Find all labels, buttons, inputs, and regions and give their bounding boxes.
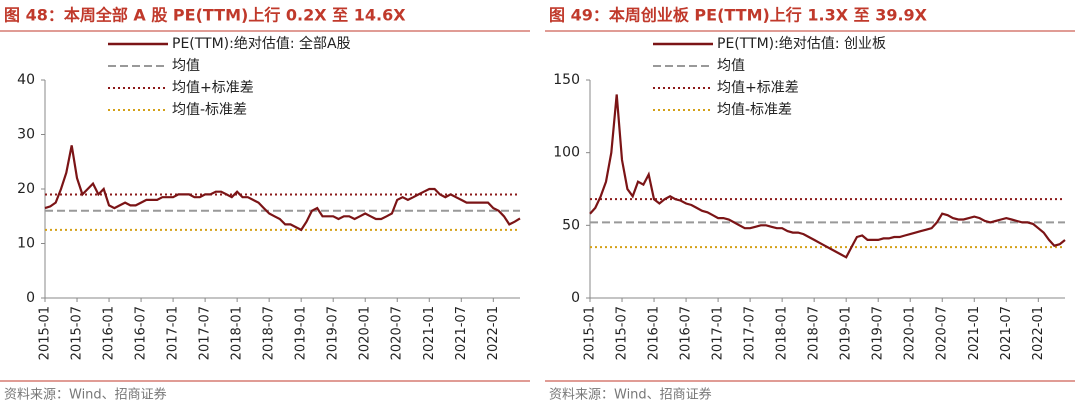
x-tick-label: 2019-07 [326,306,341,360]
series-line [44,145,521,232]
series-line [589,94,1066,259]
x-tick-label: 2015-07 [70,306,85,360]
legend-label: 均值-标准差 [717,102,792,118]
x-tick-label: 2020-01 [903,306,918,360]
x-tick-label: 2016-01 [102,306,117,360]
y-tick-label: 150 [553,72,580,88]
legend-label: 均值 [717,58,745,74]
x-tick-label: 2020-07 [390,306,405,360]
legend-label: PE(TTM):绝对估值: 创业板 [717,36,886,52]
x-tick-label: 2022-01 [1031,306,1046,360]
legend-label: PE(TTM):绝对估值: 全部A股 [172,35,351,52]
x-tick-label: 2019-01 [839,306,854,360]
y-tick-label: 20 [17,181,35,197]
x-tick-label: 2017-01 [166,306,181,360]
y-tick-label: 10 [17,236,35,252]
x-tick-label: 2015-01 [38,306,53,360]
legend-label: 均值 [172,58,200,74]
y-tick-label: 50 [562,217,580,233]
x-tick-label: 2021-01 [967,306,982,360]
x-tick-label: 2021-01 [422,306,437,360]
legend-label: 均值-标准差 [172,102,247,118]
source-note: 资料来源：Wind、招商证券 [4,387,167,403]
y-tick-label: 0 [26,290,35,306]
x-tick-label: 2021-07 [999,306,1014,360]
x-tick-label: 2016-01 [647,306,662,360]
y-tick-label: 40 [17,72,35,88]
chart-title: 图 48：本周全部 A 股 PE(TTM)上行 0.2X 至 14.6X [4,6,406,25]
x-tick-label: 2018-01 [230,306,245,360]
source-note: 资料来源：Wind、招商证券 [549,387,712,403]
x-tick-label: 2016-07 [679,306,694,360]
y-tick-label: 30 [17,127,35,143]
y-tick-label: 100 [553,145,580,161]
x-tick-label: 2017-01 [711,306,726,360]
legend-label: 均值+标准差 [172,80,254,96]
y-tick-label: 0 [571,290,580,306]
x-tick-label: 2016-07 [134,306,149,360]
legend-label: 均值+标准差 [717,80,799,96]
x-tick-label: 2019-01 [294,306,309,360]
x-tick-label: 2021-07 [454,306,469,360]
x-tick-label: 2022-01 [486,306,501,360]
x-tick-label: 2015-01 [583,306,598,360]
x-tick-label: 2018-07 [807,306,822,360]
x-tick-label: 2017-07 [743,306,758,360]
x-tick-label: 2020-01 [358,306,373,360]
x-tick-label: 2015-07 [615,306,630,360]
x-tick-label: 2017-07 [198,306,213,360]
chart-title: 图 49：本周创业板 PE(TTM)上行 1.3X 至 39.9X [549,6,928,25]
x-tick-label: 2019-07 [871,306,886,360]
x-tick-label: 2018-07 [262,306,277,360]
x-tick-label: 2020-07 [935,306,950,360]
x-tick-label: 2018-01 [775,306,790,360]
